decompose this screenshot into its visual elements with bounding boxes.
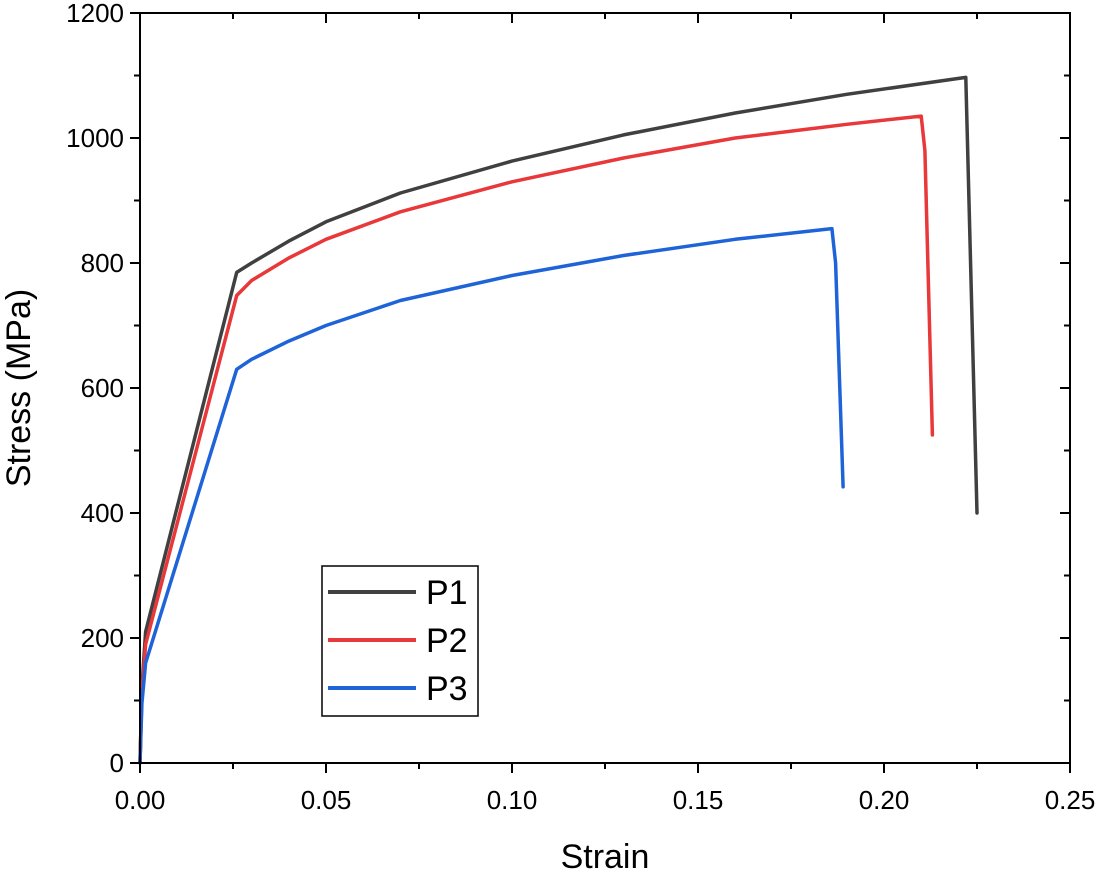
legend-label-p1: P1	[426, 574, 468, 612]
y-tick-label: 0	[110, 748, 124, 778]
axes-layer: 0.00 0.05 0.10 0.15 0.20 0.25 0 200 400 600 800 100…	[66, 0, 1095, 815]
y-tick-label: 200	[81, 623, 124, 653]
series-line-p2	[138, 114, 935, 765]
y-tick-label: 1200	[66, 0, 124, 28]
x-tick-label: 0.10	[487, 785, 538, 815]
legend-label-p3: P3	[426, 670, 468, 708]
x-tick-label: 0.15	[673, 785, 724, 815]
x-tick-label: 0.00	[115, 785, 166, 815]
x-tick-label: 0.20	[859, 785, 910, 815]
series-line-p3	[138, 226, 845, 765]
y-tick-label: 1000	[66, 123, 124, 153]
y-tick-label: 400	[81, 498, 124, 528]
x-tick-label: 0.05	[301, 785, 352, 815]
series-layer	[138, 75, 979, 765]
series-line-p1	[138, 75, 979, 765]
x-axis-title: Strain	[561, 838, 650, 873]
legend-label-p2: P2	[426, 622, 468, 660]
y-tick-label: 800	[81, 248, 124, 278]
y-axis-title: Stress (MPa)	[0, 289, 38, 487]
x-tick-label: 0.25	[1045, 785, 1096, 815]
y-tick-label: 600	[81, 373, 124, 403]
legend: P1 P2 P3	[321, 565, 479, 717]
